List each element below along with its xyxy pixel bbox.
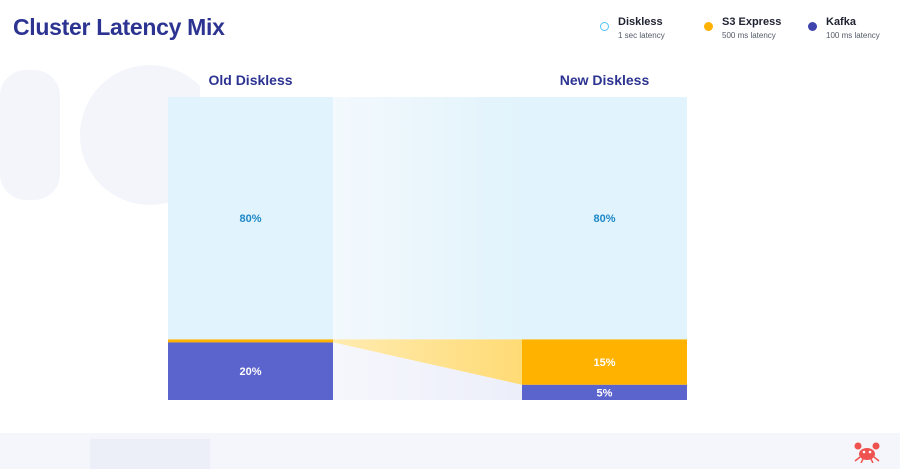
bar-segment-s3-express bbox=[522, 339, 687, 385]
bar-title-new-diskless: New Diskless bbox=[560, 72, 650, 88]
segment-label: 20% bbox=[239, 366, 261, 378]
filled-circle-icon bbox=[704, 22, 713, 31]
page-title: Cluster Latency Mix bbox=[13, 14, 225, 40]
segment-label: 15% bbox=[593, 357, 615, 369]
bars bbox=[168, 97, 687, 400]
bar-segment-diskless bbox=[168, 97, 333, 340]
connector-diskless bbox=[333, 97, 522, 340]
footer-decoration bbox=[90, 439, 210, 469]
bar-segment-s3-express bbox=[168, 339, 333, 343]
legend-name: Diskless bbox=[618, 16, 663, 28]
legend-sub: 100 ms latency bbox=[826, 31, 880, 40]
segment-label: 80% bbox=[239, 213, 261, 225]
bar-segment-diskless bbox=[522, 97, 687, 340]
crab-logo-icon bbox=[854, 442, 880, 463]
filled-circle-icon bbox=[808, 22, 817, 31]
connector-s3-express bbox=[333, 339, 522, 385]
flow-connectors bbox=[333, 97, 522, 400]
segment-label: 80% bbox=[593, 213, 615, 225]
hollow-circle-icon bbox=[600, 22, 609, 31]
segment-label: 5% bbox=[597, 387, 613, 399]
legend-sub: 500 ms latency bbox=[722, 31, 776, 40]
legend-name: Kafka bbox=[826, 16, 856, 28]
connector-kafka bbox=[333, 342, 522, 400]
segment-labels: 80% 20% 80% 15% 5% bbox=[239, 213, 615, 399]
legend-name: S3 Express bbox=[722, 16, 782, 28]
bar-title-old-diskless: Old Diskless bbox=[208, 72, 292, 88]
legend: Diskless 1 sec latency S3 Express 500 ms… bbox=[0, 16, 900, 46]
bar-segment-kafka bbox=[522, 384, 687, 400]
legend-sub: 1 sec latency bbox=[618, 31, 665, 40]
bar-segment-kafka bbox=[168, 342, 333, 400]
